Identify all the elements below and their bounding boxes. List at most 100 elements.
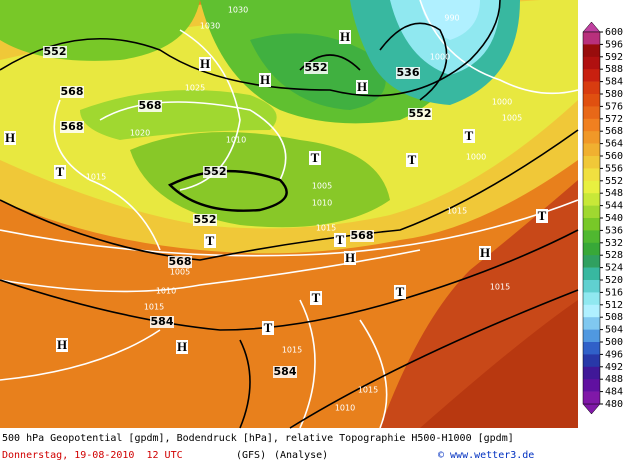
- color-band: [583, 156, 600, 169]
- pressure-label: 1000: [492, 98, 512, 107]
- height-label: 568: [169, 255, 192, 268]
- symbol-box: [54, 165, 66, 179]
- height-label: 552: [194, 213, 217, 226]
- legend-label: 504: [605, 325, 623, 336]
- pressure-label: 1025: [185, 84, 205, 93]
- color-band: [583, 94, 600, 107]
- symbol-box: [309, 151, 321, 165]
- green-region: [80, 90, 277, 140]
- label-box: [273, 366, 297, 378]
- pressure-label: 1015: [144, 303, 164, 312]
- symbol-box: [463, 129, 475, 143]
- pressure-center: T: [396, 284, 405, 299]
- pressure-center: T: [264, 320, 273, 335]
- label-box: [43, 46, 67, 58]
- symbol-box: [356, 80, 368, 94]
- pressure-label: 1010: [226, 136, 246, 145]
- legend-label: 492: [605, 362, 623, 373]
- color-band: [583, 267, 600, 281]
- pressure-label: 990: [444, 14, 459, 23]
- legend-label: 532: [605, 238, 623, 249]
- pressure-label: 1020: [130, 129, 150, 138]
- pressure-center: H: [200, 56, 210, 71]
- color-band: [583, 69, 600, 82]
- color-band: [583, 342, 600, 355]
- label-box: [193, 214, 217, 226]
- color-band: [583, 44, 600, 58]
- height-contours: [0, 0, 579, 429]
- map: 552 568 568 568 552 536 552 552 552 568 568 584 584 1…: [0, 0, 579, 429]
- color-band: [583, 292, 600, 306]
- height-label: 552: [44, 45, 67, 58]
- legend-label: 552: [605, 176, 623, 187]
- color-band: [583, 391, 600, 405]
- legend-label: 596: [605, 39, 623, 50]
- label-box: [60, 86, 84, 98]
- pressure-center: T: [206, 233, 215, 248]
- symbol-box: [344, 251, 356, 265]
- height-label: 568: [61, 120, 84, 133]
- symbol-box: [334, 233, 346, 247]
- color-band: [583, 131, 600, 144]
- label-box: [138, 100, 162, 112]
- legend-label: 584: [605, 77, 623, 88]
- legend-label: 548: [605, 188, 623, 199]
- legend-label: 568: [605, 126, 623, 137]
- isobars: [0, 0, 579, 429]
- pressure-label: 1010: [312, 199, 332, 208]
- pressure-center: H: [340, 29, 350, 44]
- green-region: [0, 0, 200, 61]
- legend-label: 560: [605, 151, 623, 162]
- pressure-center: H: [5, 130, 15, 145]
- label-box: [60, 121, 84, 133]
- legend-label: 500: [605, 337, 623, 348]
- pressure-center: T: [336, 232, 345, 247]
- green-region: [130, 132, 390, 228]
- pressure-label: 1030: [200, 22, 220, 31]
- height-label: 552: [305, 61, 328, 74]
- legend-label: 516: [605, 287, 623, 298]
- label-box: [408, 108, 432, 120]
- caption-model: (GFS): [236, 450, 266, 461]
- legend-label: 572: [605, 114, 623, 125]
- legend-label: 576: [605, 101, 623, 112]
- symbol-box: [479, 246, 491, 260]
- pressure-label: 1015: [86, 173, 106, 182]
- symbol-box: [262, 321, 274, 335]
- color-band: [583, 205, 600, 219]
- color-band: [583, 106, 600, 120]
- color-band: [583, 255, 600, 268]
- label-box: [168, 256, 192, 268]
- legend-label: 520: [605, 275, 623, 286]
- color-band: [583, 81, 600, 95]
- legend-arrow-top: [582, 21, 601, 33]
- color-band: [583, 304, 600, 318]
- caption-run: (Analyse): [274, 450, 328, 461]
- color-band: [583, 180, 600, 194]
- color-band: [583, 379, 600, 392]
- legend-label: 480: [605, 399, 623, 410]
- pressure-center: H: [57, 337, 67, 352]
- legend-label: 512: [605, 300, 623, 311]
- pressure-label: 1005: [502, 114, 522, 123]
- pressure-center: T: [465, 128, 474, 143]
- height-label: 584: [151, 315, 174, 328]
- symbol-box: [259, 73, 271, 87]
- height-label: 552: [409, 107, 432, 120]
- pressure-label: 1000: [466, 153, 486, 162]
- label-box: [396, 67, 420, 79]
- color-band: [583, 218, 600, 231]
- color-band: [583, 242, 600, 256]
- legend-label: 508: [605, 312, 623, 323]
- legend-label: 528: [605, 250, 623, 261]
- height-label: 568: [139, 99, 162, 112]
- symbol-box: [4, 131, 16, 145]
- height-label: 568: [351, 229, 374, 242]
- legend-label: 556: [605, 163, 623, 174]
- caption-date: Donnerstag, 19-08-2010 12 UTC: [2, 450, 183, 461]
- symbol-box: [339, 30, 351, 44]
- pressure-label: 1015: [447, 207, 467, 216]
- symbol-box: [406, 153, 418, 167]
- height-label: 552: [204, 165, 227, 178]
- symbol-box: [199, 57, 211, 71]
